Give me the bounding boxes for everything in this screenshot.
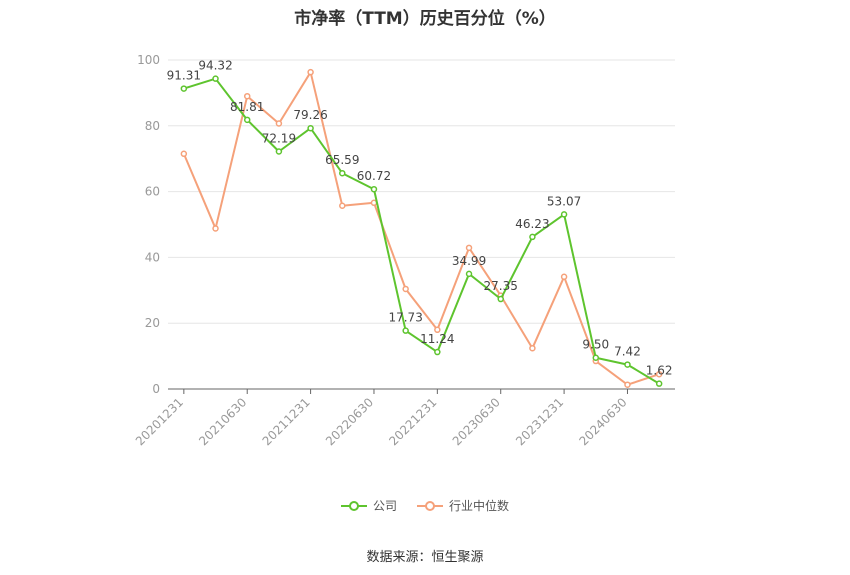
data-point xyxy=(307,124,314,132)
series-lines xyxy=(180,68,663,388)
data-label: 65.59 xyxy=(325,153,359,167)
data-point xyxy=(592,354,600,361)
data-point xyxy=(655,380,663,387)
data-label: 72.19 xyxy=(262,131,296,145)
x-tick-label: 20210630 xyxy=(196,395,249,448)
data-point xyxy=(529,233,536,241)
data-point xyxy=(243,92,251,100)
data-label: 81.81 xyxy=(230,100,264,114)
legend-label-company: 公司 xyxy=(372,499,397,513)
data-point xyxy=(212,75,219,82)
data-point xyxy=(624,381,631,388)
data-point xyxy=(212,225,219,232)
data-label: 94.32 xyxy=(198,59,232,73)
legend-swatch-company xyxy=(340,500,367,511)
legend-label-industry-median: 行业中位数 xyxy=(449,499,510,513)
legend-swatch-industry-median xyxy=(417,500,443,511)
x-tick-label: 20211231 xyxy=(260,395,313,448)
data-point xyxy=(402,327,409,334)
data-label: 9.50 xyxy=(582,338,609,352)
y-tick-label: 80 xyxy=(145,119,160,133)
data-point xyxy=(560,211,568,218)
y-tick-label: 40 xyxy=(145,250,160,264)
data-label: 27.35 xyxy=(484,279,518,293)
legend: 公司 行业中位数 xyxy=(0,497,850,514)
data-point xyxy=(339,169,346,177)
data-label: 7.42 xyxy=(614,345,641,359)
data-point xyxy=(434,326,441,334)
legend-item-company[interactable]: 公司 xyxy=(340,497,397,514)
x-tick-label: 20231231 xyxy=(513,395,566,448)
data-point xyxy=(624,361,631,368)
data-point xyxy=(497,295,504,303)
data-point xyxy=(180,150,188,158)
data-label: 34.99 xyxy=(452,254,486,268)
x-tick-label: 20230630 xyxy=(450,395,503,448)
data-label: 60.72 xyxy=(357,169,391,183)
data-source: 数据来源：恒生聚源 xyxy=(366,550,484,565)
y-tick-label: 100 xyxy=(137,53,160,67)
data-label: 53.07 xyxy=(547,194,581,208)
data-point xyxy=(655,370,663,378)
data-label: 46.23 xyxy=(515,217,549,231)
data-label: 11.24 xyxy=(420,332,454,346)
data-point xyxy=(243,116,251,124)
data-label: 1.62 xyxy=(646,364,673,378)
data-point xyxy=(529,344,536,352)
data-point xyxy=(275,120,283,127)
data-point xyxy=(307,68,314,76)
data-point xyxy=(339,202,346,209)
data-label: 91.31 xyxy=(167,69,201,83)
y-tick-label: 60 xyxy=(145,185,160,199)
x-tick-label: 20221231 xyxy=(386,395,439,448)
data-point xyxy=(560,273,568,281)
chart-title: 市净率（TTM）历史百分位（%） xyxy=(294,9,556,29)
data-label: 79.26 xyxy=(293,108,327,122)
series-line xyxy=(183,77,660,385)
legend-item-industry-median[interactable]: 行业中位数 xyxy=(417,497,509,514)
data-point xyxy=(370,185,378,193)
data-point xyxy=(465,244,473,252)
series-line xyxy=(182,71,660,386)
grid-lines xyxy=(168,59,675,324)
data-point xyxy=(402,285,409,293)
y-tick-label: 20 xyxy=(145,316,160,330)
data-point xyxy=(434,348,441,356)
data-point xyxy=(465,270,473,278)
y-tick-label: 0 xyxy=(152,382,160,396)
x-tick-label: 20240630 xyxy=(577,395,630,448)
data-point xyxy=(180,85,188,92)
data-label: 17.73 xyxy=(388,311,422,325)
x-tick-label: 20201231 xyxy=(133,395,186,448)
x-tick-label: 20220630 xyxy=(323,395,376,448)
data-point xyxy=(275,148,283,155)
